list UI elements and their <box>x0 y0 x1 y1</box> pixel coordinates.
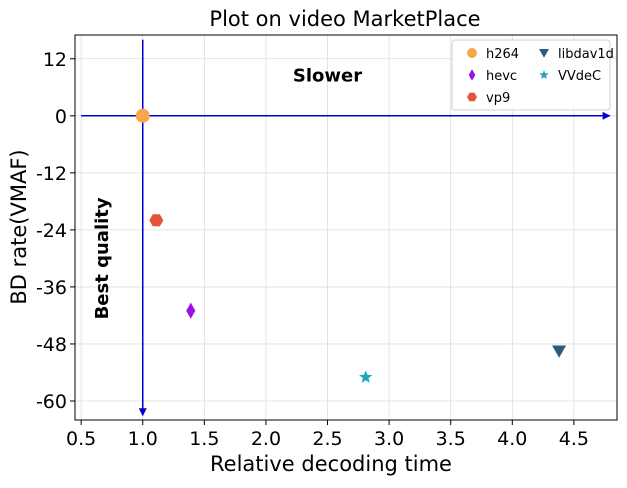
chart-title: Plot on video MarketPlace <box>209 7 480 31</box>
x-tick-label: 4.0 <box>497 428 527 450</box>
legend-marker-vvdec <box>539 70 549 79</box>
y-axis-ticks: 12 0 -12 -24 -36 -48 -60 <box>36 49 75 413</box>
legend-label-hevc: hevc <box>486 69 517 84</box>
y-tick-label: 0 <box>55 106 67 128</box>
legend-marker-hevc <box>468 69 476 81</box>
legend-label-h264: h264 <box>486 47 519 62</box>
text-annotations: Slower Best quality <box>92 65 362 319</box>
y-axis-label: BD rate(VMAF) <box>7 149 31 304</box>
x-axis-ticks: 0.5 1.0 1.5 2.0 2.5 3.0 3.5 4.0 4.5 <box>66 420 589 450</box>
arrow-annotations <box>81 39 611 417</box>
y-tick-label: -12 <box>36 163 67 185</box>
data-point-hevc <box>186 302 196 319</box>
data-point-h264 <box>135 108 150 123</box>
x-tick-label: 3.5 <box>436 428 466 450</box>
data-point-vp9 <box>149 214 164 227</box>
annotation-best-quality: Best quality <box>92 197 113 319</box>
legend-label-libdav1d: libdav1d <box>558 47 614 62</box>
x-tick-label: 2.0 <box>251 428 281 450</box>
x-tick-label: 2.5 <box>312 428 342 450</box>
x-tick-label: 0.5 <box>66 428 96 450</box>
x-tick-label: 1.5 <box>189 428 219 450</box>
legend-label-vvdec: VVdeC <box>558 69 601 84</box>
y-tick-label: 12 <box>43 49 67 71</box>
y-tick-label: -48 <box>36 334 67 356</box>
x-axis-label: Relative decoding time <box>210 452 452 476</box>
legend-label-vp9: vp9 <box>486 91 510 106</box>
legend-marker-vp9 <box>467 92 477 102</box>
plot-frame <box>74 34 618 421</box>
y-tick-label: -36 <box>36 277 67 299</box>
y-tick-label: -24 <box>36 220 67 242</box>
legend-marker-h264 <box>467 48 477 58</box>
legend-marker-libdav1d <box>539 49 549 58</box>
data-point-libdav1d <box>552 345 567 358</box>
data-point-vvdec <box>359 370 373 383</box>
x-tick-label: 4.5 <box>559 428 589 450</box>
x-tick-label: 1.0 <box>128 428 158 450</box>
vertical-annotation: Best quality <box>92 197 113 319</box>
x-tick-label: 3.0 <box>374 428 404 450</box>
annotation-slower: Slower <box>293 65 362 86</box>
legend-box <box>451 39 611 111</box>
y-tick-label: -60 <box>36 391 67 413</box>
legend: h264 hevc vp9 libdav1d VVdeC <box>451 39 614 111</box>
data-points <box>135 108 567 383</box>
